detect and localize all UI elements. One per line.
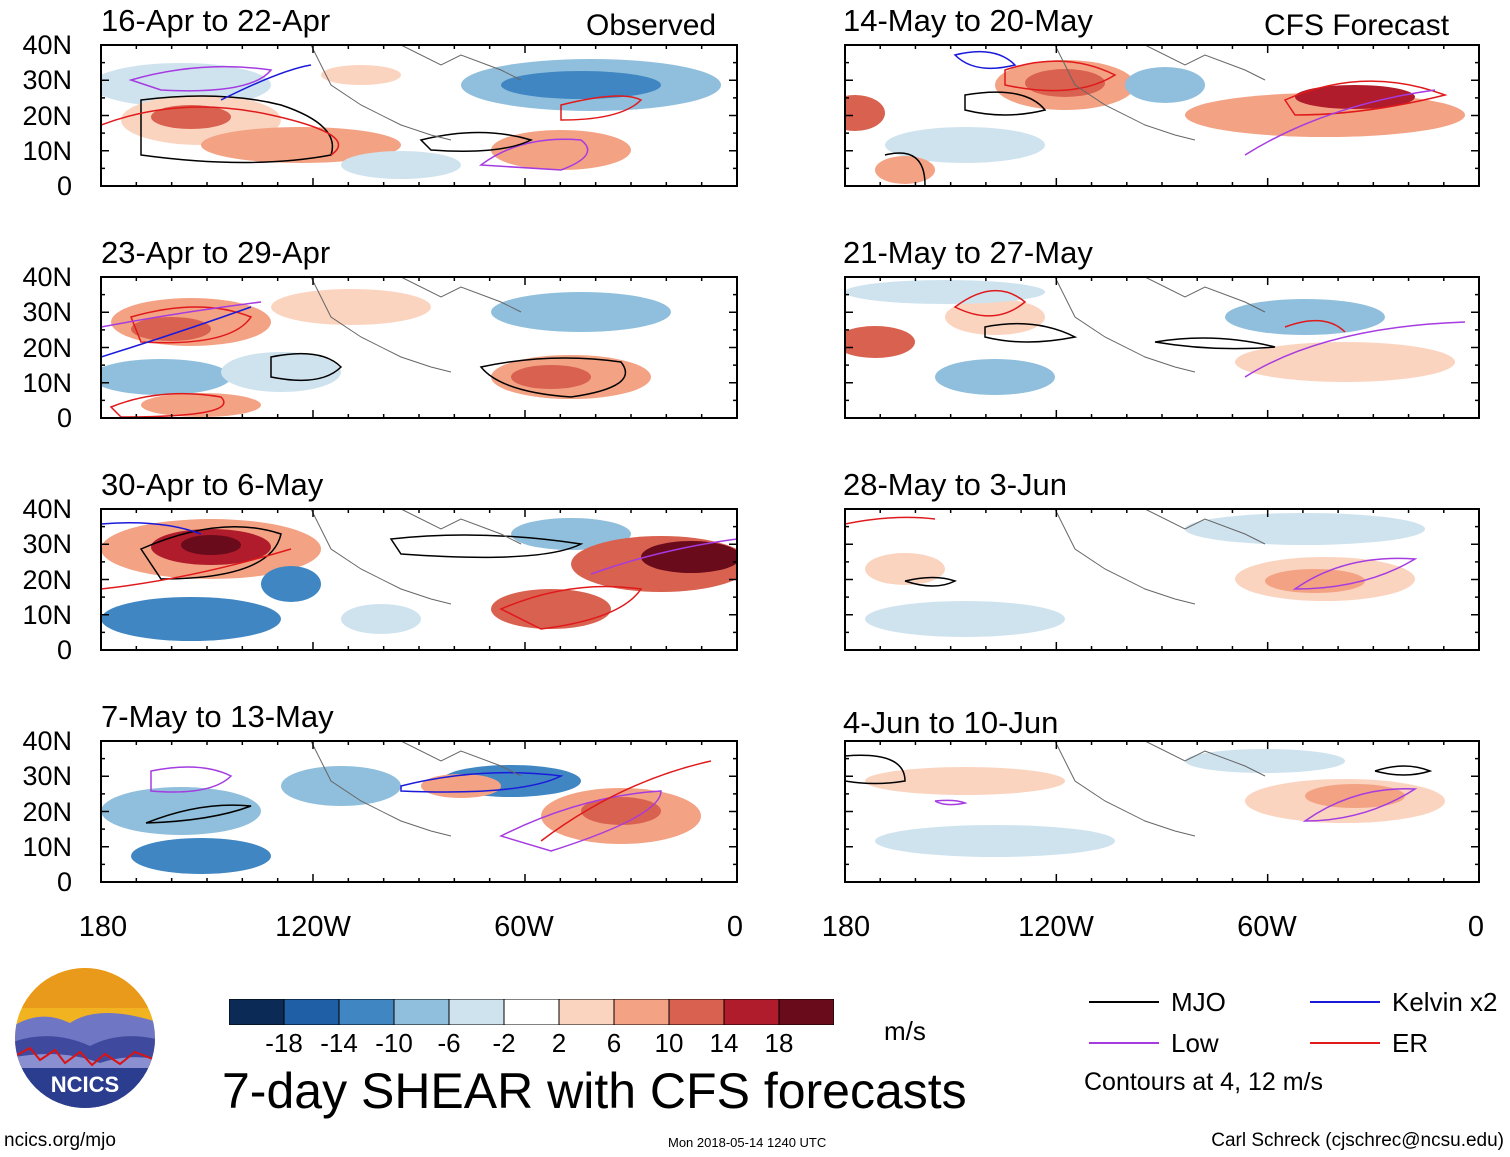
panel-title: 28-May to 3-Jun (843, 467, 1067, 502)
y-tick-label: 30N (22, 297, 72, 328)
legend-swatch-kelvin (1310, 1001, 1380, 1003)
chart-title: 7-day SHEAR with CFS forecasts (222, 1063, 967, 1119)
panel-frame (844, 276, 1480, 419)
legend-swatch-low (1089, 1042, 1159, 1044)
panel-title: 4-Jun to 10-Jun (843, 705, 1059, 740)
panel-frame (100, 508, 738, 651)
colorbar-level-label: 6 (606, 1028, 622, 1058)
contour-note: Contours at 4, 12 m/s (1084, 1068, 1324, 1096)
y-tick-label: 10N (22, 135, 72, 166)
x-tick-label: 60W (494, 911, 554, 943)
y-tick-label: 40N (22, 262, 72, 292)
legend-label-kelvin: Kelvin x2 (1392, 987, 1498, 1017)
x-tick-label: 0 (726, 911, 744, 943)
x-tick-label: 120W (1018, 911, 1094, 943)
map-panel-observed-1 (101, 45, 737, 186)
panel-frame (844, 508, 1480, 651)
y-tick-label: 30N (22, 529, 72, 560)
site-link[interactable]: ncics.org/mjo (4, 1130, 116, 1151)
x-tick-label: 60W (1237, 911, 1297, 943)
ncics-mountain-logo-icon: NCICS (15, 968, 155, 1108)
colorbar-segment (283, 999, 340, 1025)
map-panel-observed-3 (101, 509, 737, 650)
colorbar-level-label: 18 (764, 1028, 794, 1058)
legend-label-low: Low (1171, 1028, 1219, 1058)
colorbar (229, 999, 834, 1025)
panel-frame (100, 740, 738, 883)
y-tick-label: 0 (56, 171, 72, 201)
x-tick-label: 0 (1467, 911, 1485, 943)
colorbar-segment (448, 999, 505, 1025)
units-label: m/s (884, 1016, 926, 1046)
x-tick-label: 120W (275, 911, 351, 943)
y-tick-label: 30N (22, 65, 72, 96)
colorbar-level-label: 14 (709, 1028, 739, 1058)
y-tick-label: 20N (22, 564, 72, 595)
y-tick-label: 0 (56, 403, 72, 433)
colorbar-segment (723, 999, 780, 1025)
colorbar-segment (503, 999, 560, 1025)
panel-title: 30-Apr to 6-May (101, 467, 324, 502)
ncics-logo: NCICS (10, 968, 160, 1113)
legend-swatch-mjo (1089, 1001, 1159, 1003)
author-credit: Carl Schreck (cjschrec@ncsu.edu) (1211, 1130, 1504, 1151)
y-tick-label: 10N (22, 599, 72, 630)
y-tick-label: 10N (22, 367, 72, 398)
map-panel-forecast-2 (845, 277, 1479, 418)
colorbar-level-label: -14 (320, 1028, 358, 1058)
timestamp: Mon 2018-05-14 1240 UTC (668, 1135, 827, 1150)
panel-title: 14-May to 20-May (843, 3, 1093, 38)
colorbar-level-label: -2 (492, 1028, 516, 1058)
colorbar-level-label: -6 (437, 1028, 461, 1058)
cfs-forecast-label: CFS Forecast (1264, 9, 1450, 42)
y-tick-label: 20N (22, 796, 72, 827)
panel-title: 23-Apr to 29-Apr (101, 235, 331, 270)
legend-label-mjo: MJO (1171, 987, 1226, 1017)
map-panel-forecast-1 (845, 45, 1479, 186)
colorbar-segment (338, 999, 395, 1025)
legend-swatch-er (1310, 1042, 1380, 1044)
y-tick-label: 20N (22, 100, 72, 131)
x-tick-label: 180 (78, 911, 128, 943)
panel-frame (100, 276, 738, 419)
panel-title: 7-May to 13-May (101, 699, 334, 734)
x-tick-label: 180 (821, 911, 871, 943)
y-tick-label: 10N (22, 831, 72, 862)
y-tick-label: 40N (22, 726, 72, 756)
map-panel-observed-2 (101, 277, 737, 418)
colorbar-segment (393, 999, 450, 1025)
panel-title: 16-Apr to 22-Apr (101, 3, 331, 38)
map-panel-forecast-4 (845, 741, 1479, 882)
y-tick-label: 40N (22, 30, 72, 60)
observed-label: Observed (586, 9, 717, 42)
panel-frame (100, 44, 738, 187)
y-tick-label: 20N (22, 332, 72, 363)
panel-frame (844, 740, 1480, 883)
map-panel-forecast-3 (845, 509, 1479, 650)
colorbar-level-label: 10 (654, 1028, 684, 1058)
y-tick-label: 40N (22, 494, 72, 524)
panel-title: 21-May to 27-May (843, 235, 1093, 270)
legend-label-er: ER (1392, 1028, 1429, 1058)
colorbar-level-label: -18 (265, 1028, 303, 1058)
y-tick-label: 0 (56, 867, 72, 897)
colorbar-segment (229, 999, 285, 1025)
logo-text: NCICS (51, 1072, 119, 1097)
map-panel-observed-4 (101, 741, 737, 882)
panel-frame (844, 44, 1480, 187)
colorbar-level-label: -10 (375, 1028, 413, 1058)
y-tick-label: 30N (22, 761, 72, 792)
y-tick-label: 0 (56, 635, 72, 665)
colorbar-segment (558, 999, 615, 1025)
colorbar-segment (668, 999, 725, 1025)
colorbar-segment (778, 999, 834, 1025)
colorbar-segment (613, 999, 670, 1025)
colorbar-level-label: 2 (551, 1028, 567, 1058)
